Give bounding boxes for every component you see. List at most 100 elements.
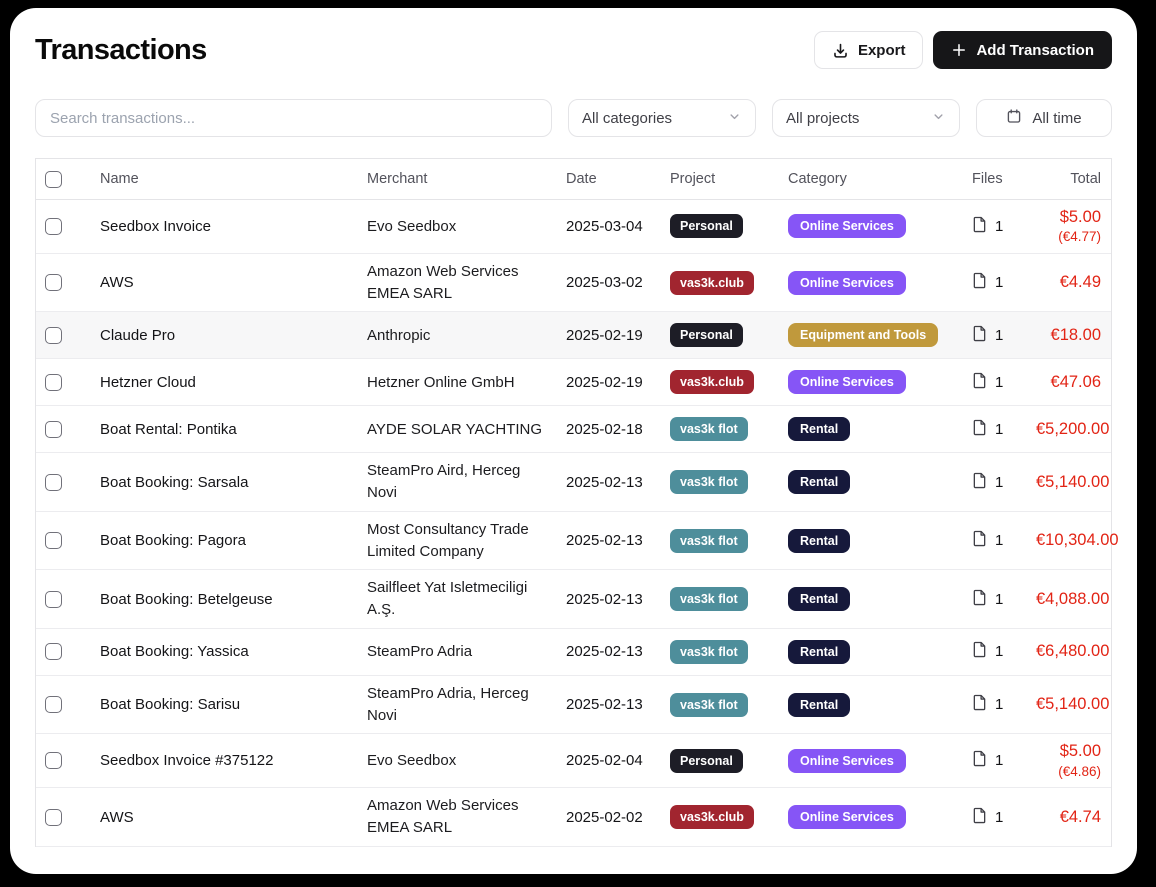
transaction-merchant: SteamPro Adria (367, 643, 473, 661)
transaction-merchant: Anthropic (367, 326, 431, 344)
project-badge-cell: vas3k.club (670, 805, 788, 830)
transaction-merchant: Sailfleet Yat Isletmeciligi A.Ş. (367, 579, 528, 619)
column-header-date: Date (566, 171, 597, 187)
row-checkbox[interactable] (45, 752, 62, 770)
transaction-name: Hetzner Cloud (100, 373, 196, 391)
project-badge: vas3k flot (670, 417, 748, 442)
filters-bar: All categories All projects (35, 99, 1112, 137)
table-row[interactable]: Seedbox Invoice #375122 Evo Seedbox 2025… (36, 734, 1111, 789)
transactions-table: Name Merchant Date Project Category File… (35, 158, 1119, 847)
table-row[interactable]: Boat Booking: Pagora Most Consultancy Tr… (36, 511, 1119, 571)
project-badge-cell: vas3k flot (670, 639, 788, 664)
table-row[interactable]: Boat Booking: Sarisu SteamPro Adria, Her… (36, 675, 1111, 735)
category-badge-cell: Equipment and Tools (788, 323, 972, 348)
files-count: 1 (995, 532, 1004, 550)
total-cell: €47.06 (1036, 372, 1111, 393)
category-badge: Rental (788, 587, 851, 612)
transaction-name: AWS (100, 274, 134, 292)
row-checkbox[interactable] (45, 326, 62, 344)
category-badge: Online Services (788, 805, 906, 830)
row-checkbox[interactable] (45, 696, 62, 714)
export-button[interactable]: Export (813, 31, 924, 69)
file-icon (972, 372, 987, 393)
project-badge-cell: Personal (670, 323, 788, 348)
transaction-merchant: Most Consultancy Trade Limited Company (367, 520, 529, 560)
files-count: 1 (995, 473, 1004, 491)
table-row[interactable]: Boat Rental: Pontika AYDE SOLAR YACHTING… (36, 406, 1111, 454)
toolbar-actions: Export Add Transaction (813, 31, 1112, 69)
category-badge: Equipment and Tools (788, 323, 939, 348)
file-icon (972, 419, 987, 440)
row-checkbox[interactable] (45, 274, 62, 292)
transaction-date: 2025-02-18 (566, 420, 643, 438)
date-range-button[interactable]: All time (976, 99, 1112, 137)
files-count: 1 (995, 373, 1004, 391)
table-row[interactable]: AWS Amazon Web Services EMEA SARL 2025-0… (36, 253, 1111, 313)
category-badge-cell: Rental (788, 692, 972, 717)
total-cell: $5.00 (€4.86) (1036, 741, 1111, 780)
transaction-date: 2025-02-02 (566, 808, 643, 826)
total-cell: €6,480.00 (1036, 641, 1119, 662)
transaction-name: Boat Booking: Yassica (100, 643, 249, 661)
files-count: 1 (995, 217, 1004, 235)
file-icon (972, 750, 987, 771)
category-badge: Rental (788, 528, 851, 553)
top-bar: Transactions Export Add Tr (35, 31, 1112, 69)
transaction-name: AWS (100, 808, 134, 826)
add-transaction-button[interactable]: Add Transaction (933, 31, 1112, 69)
table-row[interactable]: Seedbox Invoice Evo Seedbox 2025-03-04 P… (36, 200, 1111, 254)
table-row[interactable]: Hetzner Cloud Hetzner Online GmbH 2025-0… (36, 359, 1111, 407)
table-header-row: Name Merchant Date Project Category File… (36, 159, 1111, 200)
transaction-merchant: Amazon Web Services EMEA SARL (367, 797, 519, 837)
projects-select[interactable]: All projects (772, 99, 960, 137)
total-amount: €4.74 (1059, 807, 1101, 826)
files-count: 1 (995, 752, 1004, 770)
row-checkbox[interactable] (45, 808, 62, 826)
files-cell: 1 (972, 641, 1036, 662)
search-input[interactable] (50, 109, 537, 127)
row-checkbox[interactable] (45, 217, 62, 235)
category-badge: Rental (788, 639, 851, 664)
chevron-down-icon (727, 109, 742, 128)
row-checkbox-cell (36, 808, 100, 826)
total-amount: $5.00 (1059, 742, 1101, 761)
select-all-checkbox[interactable] (45, 170, 62, 188)
file-icon (972, 216, 987, 237)
row-checkbox[interactable] (45, 643, 62, 661)
files-count: 1 (995, 326, 1004, 344)
project-badge: vas3k flot (670, 470, 748, 495)
row-checkbox-cell (36, 590, 100, 608)
files-cell: 1 (972, 589, 1036, 610)
export-button-label: Export (857, 41, 906, 59)
table-row[interactable]: AWS Amazon Web Services EMEA SARL 2025-0… (36, 788, 1111, 847)
category-badge-cell: Rental (788, 639, 972, 664)
row-checkbox[interactable] (45, 473, 62, 491)
row-checkbox-cell (36, 274, 100, 292)
total-amount: €10,304.00 (1036, 531, 1119, 550)
row-checkbox-cell (36, 643, 100, 661)
category-badge-cell: Online Services (788, 805, 972, 830)
category-badge-cell: Rental (788, 528, 972, 553)
files-cell: 1 (972, 750, 1036, 771)
row-checkbox[interactable] (45, 532, 62, 550)
transaction-name: Seedbox Invoice (100, 217, 211, 235)
column-header-category: Category (788, 171, 847, 187)
row-checkbox-cell (36, 696, 100, 714)
transaction-merchant: SteamPro Adria, Herceg Novi (367, 684, 529, 724)
row-checkbox[interactable] (45, 590, 62, 608)
table-row[interactable]: Boat Booking: Sarsala SteamPro Aird, Her… (36, 453, 1111, 512)
transaction-name: Boat Booking: Betelgeuse (100, 590, 273, 608)
total-converted-amount: (€4.77) (1058, 229, 1101, 245)
table-row[interactable]: Claude Pro Anthropic 2025-02-19 Personal… (36, 312, 1111, 360)
category-badge: Online Services (788, 370, 906, 395)
categories-select[interactable]: All categories (568, 99, 756, 137)
category-badge: Rental (788, 692, 851, 717)
table-row[interactable]: Boat Booking: Yassica SteamPro Adria 202… (36, 628, 1111, 676)
total-amount: €5,200.00 (1036, 419, 1110, 438)
table-row[interactable]: Boat Booking: Betelgeuse Sailfleet Yat I… (36, 570, 1111, 629)
row-checkbox[interactable] (45, 373, 62, 391)
column-header-total: Total (1070, 170, 1101, 187)
row-checkbox[interactable] (45, 420, 62, 438)
project-badge: vas3k flot (670, 692, 748, 717)
projects-select-value: All projects (786, 109, 860, 127)
